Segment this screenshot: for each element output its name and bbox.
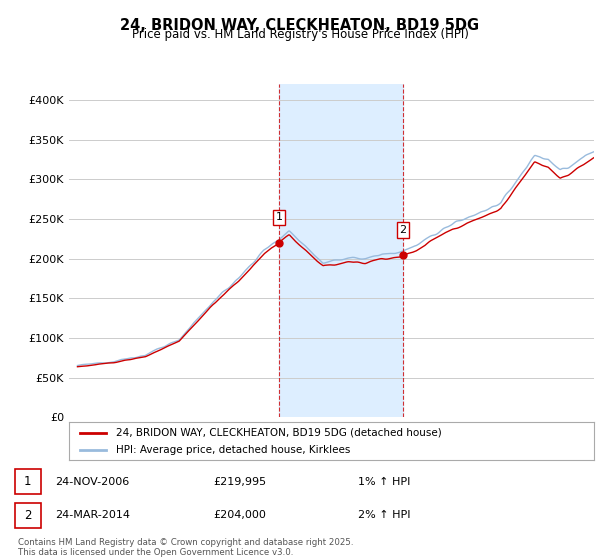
Text: 2% ↑ HPI: 2% ↑ HPI: [358, 510, 410, 520]
Text: HPI: Average price, detached house, Kirklees: HPI: Average price, detached house, Kirk…: [116, 445, 350, 455]
Bar: [279, 84, 403, 417]
Text: £219,995: £219,995: [214, 477, 267, 487]
Text: £204,000: £204,000: [214, 510, 266, 520]
Text: 1: 1: [275, 212, 283, 222]
Text: 2: 2: [24, 508, 32, 522]
Text: 24-NOV-2006: 24-NOV-2006: [55, 477, 130, 487]
Text: 24, BRIDON WAY, CLECKHEATON, BD19 5DG (detached house): 24, BRIDON WAY, CLECKHEATON, BD19 5DG (d…: [116, 428, 442, 438]
Text: Price paid vs. HM Land Registry's House Price Index (HPI): Price paid vs. HM Land Registry's House …: [131, 28, 469, 41]
FancyBboxPatch shape: [15, 469, 41, 494]
Text: Contains HM Land Registry data © Crown copyright and database right 2025.
This d: Contains HM Land Registry data © Crown c…: [18, 538, 353, 557]
Text: 24, BRIDON WAY, CLECKHEATON, BD19 5DG: 24, BRIDON WAY, CLECKHEATON, BD19 5DG: [121, 18, 479, 33]
Text: 2: 2: [400, 225, 407, 235]
FancyBboxPatch shape: [15, 503, 41, 528]
Text: 24-MAR-2014: 24-MAR-2014: [55, 510, 130, 520]
Text: 1% ↑ HPI: 1% ↑ HPI: [358, 477, 410, 487]
Text: 1: 1: [24, 475, 32, 488]
